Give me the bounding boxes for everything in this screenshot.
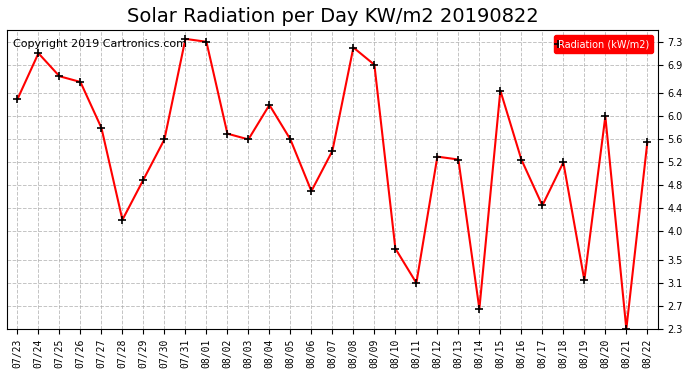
Radiation (kW/m2) xyxy=(643,140,651,144)
Radiation (kW/m2) xyxy=(244,137,253,142)
Radiation (kW/m2) xyxy=(118,217,126,222)
Radiation (kW/m2) xyxy=(97,126,106,130)
Radiation (kW/m2) xyxy=(349,45,357,50)
Radiation (kW/m2) xyxy=(34,51,43,56)
Legend: Radiation (kW/m2): Radiation (kW/m2) xyxy=(554,35,653,53)
Radiation (kW/m2) xyxy=(224,131,232,136)
Radiation (kW/m2) xyxy=(286,137,295,142)
Radiation (kW/m2) xyxy=(139,177,148,182)
Radiation (kW/m2) xyxy=(475,307,484,311)
Radiation (kW/m2) xyxy=(433,154,442,159)
Radiation (kW/m2) xyxy=(328,148,337,153)
Radiation (kW/m2) xyxy=(601,114,609,118)
Radiation (kW/m2) xyxy=(496,88,504,93)
Radiation (kW/m2) xyxy=(538,203,546,208)
Text: Copyright 2019 Cartronics.com: Copyright 2019 Cartronics.com xyxy=(13,39,188,49)
Radiation (kW/m2) xyxy=(77,80,85,84)
Radiation (kW/m2) xyxy=(181,37,190,41)
Line: Radiation (kW/m2): Radiation (kW/m2) xyxy=(13,35,651,333)
Radiation (kW/m2) xyxy=(265,103,273,107)
Radiation (kW/m2) xyxy=(13,97,21,102)
Radiation (kW/m2) xyxy=(160,137,168,142)
Radiation (kW/m2) xyxy=(55,74,63,78)
Radiation (kW/m2) xyxy=(559,160,567,165)
Radiation (kW/m2) xyxy=(202,39,210,44)
Radiation (kW/m2) xyxy=(454,157,462,162)
Title: Solar Radiation per Day KW/m2 20190822: Solar Radiation per Day KW/m2 20190822 xyxy=(126,7,538,26)
Radiation (kW/m2) xyxy=(412,281,420,285)
Radiation (kW/m2) xyxy=(371,63,379,67)
Radiation (kW/m2) xyxy=(622,327,631,331)
Radiation (kW/m2) xyxy=(518,157,526,162)
Radiation (kW/m2) xyxy=(391,246,400,251)
Radiation (kW/m2) xyxy=(580,278,589,282)
Radiation (kW/m2) xyxy=(307,189,315,194)
